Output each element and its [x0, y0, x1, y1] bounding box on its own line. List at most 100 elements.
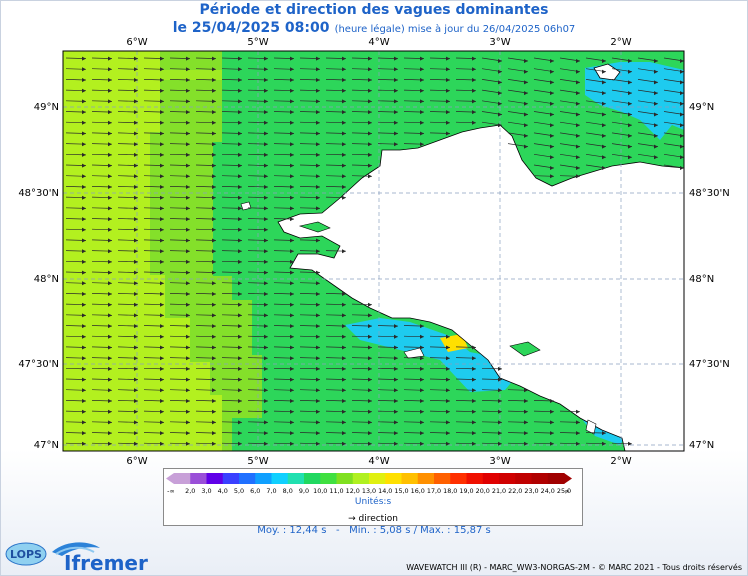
direction-arrowhead [446, 334, 450, 339]
direction-arrowhead [264, 195, 268, 200]
direction-arrowhead [342, 174, 346, 179]
direction-arrowhead [160, 377, 164, 382]
direction-arrowhead [316, 313, 320, 318]
direction-arrowhead [550, 80, 554, 85]
direction-arrowhead [316, 142, 320, 147]
direction-arrowhead [472, 366, 476, 371]
direction-arrowhead [264, 409, 268, 414]
direction-arrowhead [368, 324, 372, 329]
scale-label: 16,0 [411, 487, 425, 495]
direction-arrowhead [108, 185, 112, 189]
direction-arrowhead [342, 142, 346, 147]
direction-arrowhead [264, 270, 268, 275]
scale-label: 12,0 [346, 487, 360, 495]
direction-arrowhead [108, 163, 112, 168]
direction-arrowhead [316, 56, 320, 61]
direction-arrowhead [498, 420, 502, 425]
ifremer-logo-mark[interactable] [48, 540, 138, 572]
direction-arrowhead [316, 431, 320, 436]
scale-cell [287, 473, 305, 484]
direction-arrowhead [264, 120, 268, 125]
direction-arrowhead [82, 88, 86, 93]
direction-arrowhead [82, 185, 86, 189]
direction-arrowhead [550, 399, 554, 403]
direction-arrowhead [342, 131, 346, 136]
land-brittany [277, 124, 684, 451]
direction-arrowhead [420, 334, 424, 339]
ifremer-logo-text[interactable]: Ifremer [64, 551, 148, 575]
land-noirmoutier [585, 419, 597, 435]
direction-arrowhead [576, 155, 580, 160]
direction-arrowhead [576, 144, 580, 149]
direction-arrowhead [82, 249, 86, 254]
direction-arrowhead [602, 431, 606, 436]
direction-label: direction [358, 514, 398, 524]
scale-cell [515, 473, 532, 484]
direction-arrowhead [238, 420, 242, 425]
direction-arrowhead [550, 133, 554, 138]
scale-label: 13,0 [362, 487, 376, 495]
direction-arrowhead [394, 334, 398, 339]
direction-arrowhead [134, 259, 138, 264]
direction-arrowhead [264, 56, 268, 61]
direction-arrowhead [290, 110, 294, 115]
direction-arrowhead [134, 120, 138, 125]
direction-arrowhead [264, 152, 268, 157]
scale-label: 11,0 [329, 487, 343, 495]
direction-arrowhead [472, 99, 476, 104]
direction-arrowhead [108, 152, 112, 157]
direction-arrowhead [82, 377, 86, 382]
direction-arrowhead [680, 112, 684, 117]
direction-arrowhead [342, 345, 346, 350]
direction-arrowhead [82, 142, 86, 147]
direction-arrowhead [108, 366, 112, 371]
direction-arrowhead [420, 420, 424, 425]
direction-arrowhead [212, 441, 216, 446]
direction-arrowhead [160, 110, 164, 115]
direction-arrowhead [212, 259, 216, 264]
direction-arrowhead [420, 356, 424, 361]
direction-arrowhead [82, 56, 86, 61]
direction-arrowhead [342, 420, 346, 425]
direction-arrowhead [628, 155, 632, 160]
wave-map[interactable]: 6°W 5°W 4°W 3°W 2°W 6°W 5°W 4°W 3°W 2°W … [0, 0, 748, 470]
direction-arrowhead [576, 123, 580, 128]
direction-arrowhead [316, 270, 320, 275]
direction-arrowhead [680, 155, 684, 160]
direction-arrowhead [524, 441, 528, 446]
scale-label: 3,0 [201, 487, 211, 495]
direction-arrowhead [602, 166, 606, 170]
direction-arrowhead [264, 388, 268, 393]
direction-arrowhead [550, 166, 554, 170]
direction-arrowhead [602, 441, 606, 446]
direction-arrowhead [446, 377, 450, 382]
direction-arrowhead [160, 249, 164, 254]
direction-arrowhead [420, 441, 424, 446]
direction-arrowhead [160, 388, 164, 393]
direction-arrowhead [472, 388, 476, 393]
direction-arrowhead [264, 281, 268, 286]
direction-arrowhead [576, 59, 580, 63]
direction-arrowhead [108, 99, 112, 104]
direction-arrowhead [446, 366, 450, 371]
direction-arrowhead [264, 238, 268, 243]
scale-cell [174, 473, 191, 484]
direction-arrowhead [160, 366, 164, 371]
scale-label: 24,0 [541, 487, 555, 495]
direction-arrowhead [82, 78, 86, 82]
direction-arrowhead [212, 366, 216, 371]
lops-logo[interactable]: LOPS [4, 540, 48, 568]
direction-arrowhead [316, 292, 320, 296]
scale-label: 15,0 [394, 487, 408, 495]
direction-arrowhead [524, 399, 528, 403]
direction-arrowhead [108, 88, 112, 93]
scale-label: 22,0 [508, 487, 522, 495]
direction-arrowhead [264, 399, 268, 403]
direction-arrowhead [550, 441, 554, 446]
direction-arrowhead [498, 441, 502, 446]
direction-arrowhead [316, 302, 320, 307]
direction-arrowhead [472, 88, 476, 93]
direction-arrowhead [446, 420, 450, 425]
direction-arrowhead [238, 313, 242, 318]
direction-arrowhead [368, 110, 372, 115]
